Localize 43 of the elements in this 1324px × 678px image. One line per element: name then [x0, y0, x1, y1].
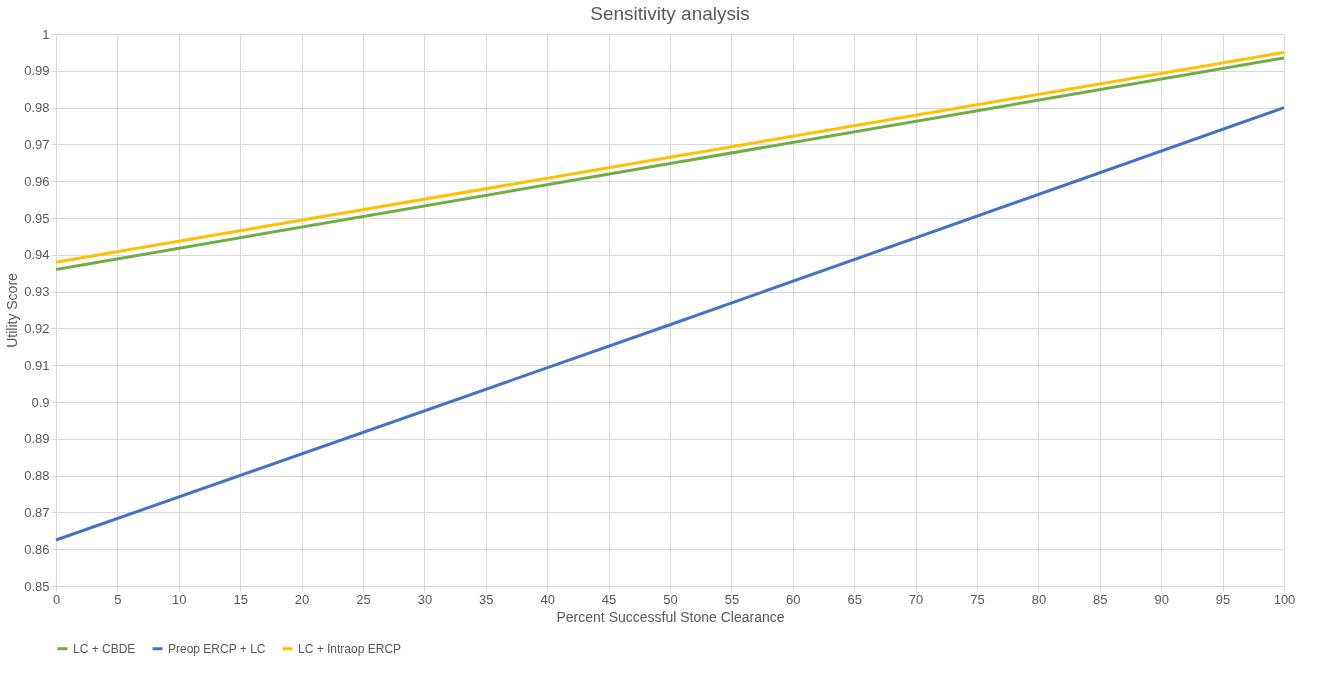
x-tick-label: 35	[479, 591, 494, 607]
y-tick-label: 0.88	[24, 468, 50, 484]
legend-label: Preop ERCP + LC	[168, 641, 266, 656]
x-tick-label: 65	[847, 591, 862, 607]
x-tick-label: 15	[233, 591, 248, 607]
y-tick-label: 0.96	[24, 173, 50, 189]
y-tick-label: 0.87	[24, 504, 50, 520]
y-tick-label: 0.9	[31, 394, 50, 410]
y-tick-label: 0.95	[24, 210, 50, 226]
legend-label: LC + Intraop ERCP	[298, 641, 402, 656]
x-tick-label: 100	[1273, 591, 1296, 607]
x-tick-label: 90	[1154, 591, 1169, 607]
y-tick-label: 0.99	[24, 63, 50, 79]
y-axis-title: Utility Score	[4, 272, 21, 348]
y-tick-label: 0.92	[24, 320, 50, 336]
chart-title: Sensitivity analysis	[590, 3, 750, 24]
y-tick-label: 0.91	[24, 357, 50, 373]
x-tick-label: 20	[294, 591, 310, 607]
y-tick-label: 0.85	[24, 578, 50, 594]
x-tick-label: 0	[52, 591, 61, 607]
x-tick-label: 85	[1093, 591, 1108, 607]
y-tick-label: 0.97	[24, 136, 50, 152]
x-tick-label: 60	[786, 591, 801, 607]
y-tick-label: 0.86	[24, 541, 50, 557]
x-tick-label: 50	[663, 591, 678, 607]
x-tick-label: 30	[417, 591, 433, 607]
x-axis-title: Percent Successful Stone Clearance	[556, 608, 785, 625]
x-tick-label: 45	[601, 591, 617, 607]
x-tick-label: 25	[356, 591, 371, 607]
y-tick-label: 0.89	[24, 431, 50, 447]
y-tick-label: 0.93	[24, 284, 50, 300]
legend-label: LC + CBDE	[73, 641, 136, 656]
y-tick-label: 0.98	[24, 100, 50, 116]
x-tick-label: 95	[1215, 591, 1231, 607]
x-tick-label: 5	[114, 591, 122, 607]
x-tick-label: 40	[540, 591, 555, 607]
x-tick-label: 55	[724, 591, 740, 607]
x-tick-label: 10	[172, 591, 187, 607]
x-tick-label: 70	[908, 591, 924, 607]
x-tick-label: 75	[970, 591, 985, 607]
y-tick-label: 0.94	[24, 247, 50, 263]
x-tick-label: 80	[1031, 591, 1047, 607]
y-tick-label: 1	[42, 26, 50, 42]
